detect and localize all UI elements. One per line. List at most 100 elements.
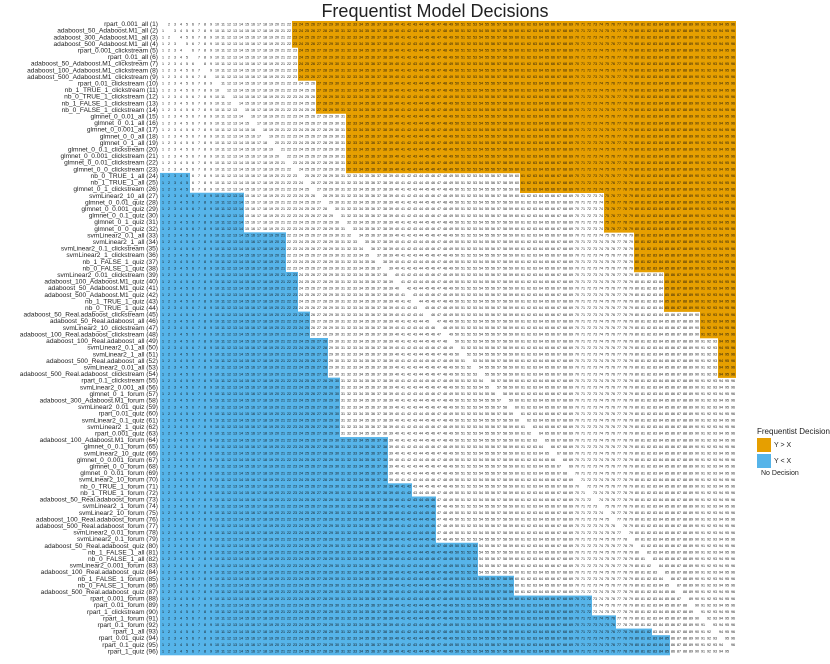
cell-label: 66 bbox=[551, 135, 555, 139]
cell-label: 95 bbox=[725, 88, 729, 92]
cell-label: 61 bbox=[521, 214, 525, 218]
cell-label: 89 bbox=[689, 319, 693, 323]
cell-label: 28 bbox=[323, 128, 327, 132]
cell-label: 55 bbox=[485, 220, 489, 224]
cell-label: 81 bbox=[641, 135, 645, 139]
cell-label: 53 bbox=[473, 42, 477, 46]
cell-label: 80 bbox=[635, 306, 639, 310]
cell-label: 72 bbox=[587, 75, 591, 79]
cell-label: 44 bbox=[419, 333, 423, 337]
cell-label: 38 bbox=[383, 352, 387, 356]
cell-label: 83 bbox=[653, 174, 657, 178]
cell-label: 4 bbox=[180, 141, 182, 145]
cell-label: 21 bbox=[281, 161, 285, 165]
cell-label: 43 bbox=[413, 234, 417, 238]
cell-label: 27 bbox=[317, 55, 321, 59]
cell-label: 16 bbox=[251, 194, 255, 198]
cell-label: 29 bbox=[329, 187, 333, 191]
cell-label: 39 bbox=[389, 240, 393, 244]
cell-label: 96 bbox=[731, 352, 735, 356]
cell-label: 88 bbox=[683, 247, 687, 251]
cell-label: 14 bbox=[239, 352, 243, 356]
cell-label: 12 bbox=[227, 227, 231, 231]
cell-label: 1 bbox=[162, 267, 164, 271]
cell-label: 49 bbox=[449, 115, 453, 119]
cell-label: 76 bbox=[611, 253, 615, 257]
cell-label: 4 bbox=[180, 154, 182, 158]
cell-label: 26 bbox=[311, 42, 315, 46]
cell-label: 82 bbox=[647, 326, 651, 330]
cell-label: 77 bbox=[617, 121, 621, 125]
cell-label: 6 bbox=[192, 135, 194, 139]
cell-label: 50 bbox=[455, 49, 459, 53]
cell-label: 4 bbox=[180, 174, 182, 178]
cell-label: 71 bbox=[581, 29, 585, 33]
cell-label: 41 bbox=[401, 207, 405, 211]
cell-label: 78 bbox=[623, 306, 627, 310]
cell-label: 44 bbox=[419, 339, 423, 343]
cell-label: 11 bbox=[221, 247, 225, 251]
cell-label: 4 bbox=[180, 346, 182, 350]
cell-label: 40 bbox=[395, 326, 399, 330]
cell-label: 52 bbox=[467, 88, 471, 92]
cell-label: 81 bbox=[641, 306, 645, 310]
cell-label: 86 bbox=[671, 280, 675, 284]
cell-label: 91 bbox=[701, 55, 705, 59]
cell-label: 88 bbox=[683, 293, 687, 297]
cell-label: 88 bbox=[683, 88, 687, 92]
cell-label: 9 bbox=[210, 201, 212, 205]
cell-label: 23 bbox=[293, 247, 297, 251]
cell-label: 47 bbox=[437, 201, 441, 205]
cell-label: 24 bbox=[299, 102, 303, 106]
cell-label: 69 bbox=[569, 201, 573, 205]
cell-label: 11 bbox=[221, 128, 225, 132]
cell-label: 55 bbox=[485, 154, 489, 158]
cell-label: 28 bbox=[323, 148, 327, 152]
cell-label: 84 bbox=[659, 247, 663, 251]
cell-label: 3 bbox=[174, 135, 176, 139]
cell-label: 20 bbox=[275, 42, 279, 46]
cell-label: 2 bbox=[168, 234, 170, 238]
cell-label: 58 bbox=[503, 22, 507, 26]
cell-label: 87 bbox=[677, 247, 681, 251]
cell-label: 62 bbox=[527, 154, 531, 158]
cell-label: 43 bbox=[413, 49, 417, 53]
cell-label: 66 bbox=[551, 168, 555, 172]
cell-label: 75 bbox=[605, 174, 609, 178]
cell-label: 40 bbox=[395, 253, 399, 257]
cell-label: 33 bbox=[353, 273, 357, 277]
cell-label: 70 bbox=[575, 326, 579, 330]
cell-label: 92 bbox=[707, 121, 711, 125]
cell-label: 77 bbox=[617, 102, 621, 106]
cell-label: 65 bbox=[545, 352, 549, 356]
cell-label: 31 bbox=[341, 333, 345, 337]
cell-label: 82 bbox=[647, 128, 651, 132]
cell-label: 96 bbox=[731, 29, 735, 33]
cell-label: 93 bbox=[713, 201, 717, 205]
cell-label: 94 bbox=[719, 240, 723, 244]
cell-label: 2 bbox=[168, 267, 170, 271]
cell-label: 80 bbox=[635, 333, 639, 337]
cell-label: 43 bbox=[413, 339, 417, 343]
cell-label: 66 bbox=[551, 102, 555, 106]
cell-label: 21 bbox=[281, 220, 285, 224]
cell-label: 79 bbox=[629, 300, 633, 304]
cell-label: 25 bbox=[305, 187, 309, 191]
cell-label: 67 bbox=[557, 108, 561, 112]
cell-label: 25 bbox=[305, 62, 309, 66]
cell-label: 17 bbox=[257, 68, 261, 72]
cell-label: 45 bbox=[425, 201, 429, 205]
cell-label: 52 bbox=[467, 214, 471, 218]
cell-label: 57 bbox=[497, 88, 501, 92]
cell-label: 47 bbox=[437, 333, 441, 337]
cell-label: 83 bbox=[653, 273, 657, 277]
cell-label: 13 bbox=[233, 161, 237, 165]
cell-label: 45 bbox=[425, 148, 429, 152]
cell-label: 70 bbox=[575, 68, 579, 72]
cell-label: 56 bbox=[491, 214, 495, 218]
cell-label: 54 bbox=[479, 280, 483, 284]
cell-label: 9 bbox=[210, 128, 212, 132]
cell-label: 53 bbox=[473, 154, 477, 158]
cell-label: 82 bbox=[647, 273, 651, 277]
cell-label: 12 bbox=[227, 154, 231, 158]
